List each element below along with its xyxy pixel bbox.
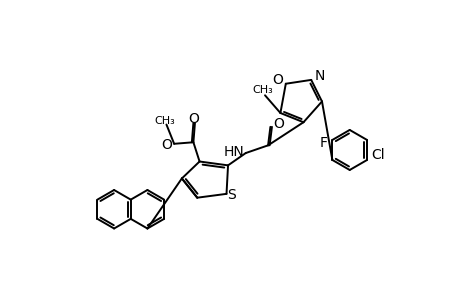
Text: S: S — [226, 188, 235, 203]
Text: CH₃: CH₃ — [252, 85, 273, 95]
Text: O: O — [271, 73, 282, 87]
Text: N: N — [313, 69, 324, 83]
Text: HN: HN — [223, 145, 244, 158]
Text: O: O — [161, 138, 172, 152]
Text: O: O — [188, 112, 198, 126]
Text: O: O — [273, 117, 284, 131]
Text: CH₃: CH₃ — [154, 116, 175, 126]
Text: Cl: Cl — [371, 148, 385, 162]
Text: F: F — [319, 136, 327, 150]
